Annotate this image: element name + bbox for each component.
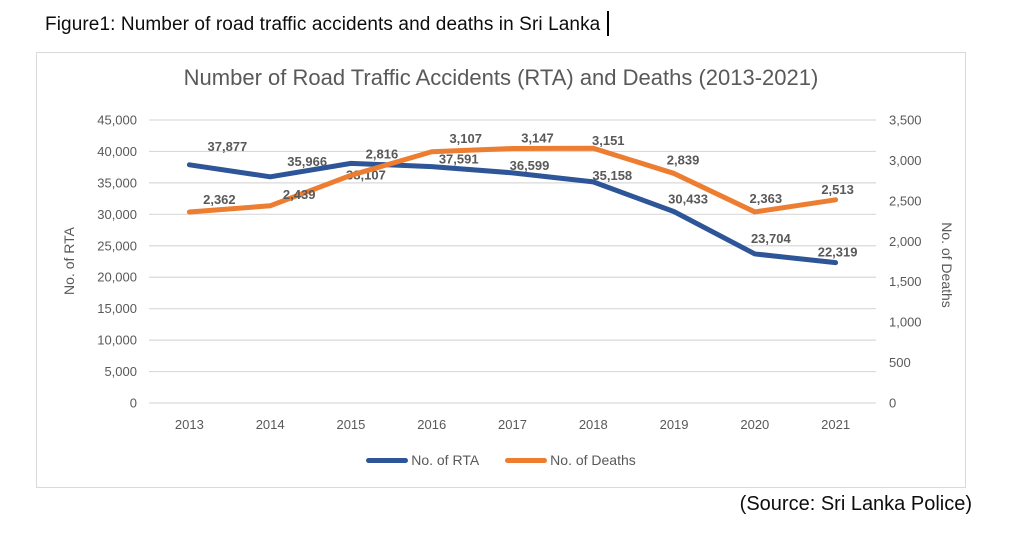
right-axis-tick-label: 500 bbox=[889, 355, 911, 370]
data-label: 35,158 bbox=[592, 168, 632, 183]
left-axis-tick-label: 25,000 bbox=[97, 238, 137, 253]
rta-legend-label: No. of RTA bbox=[411, 452, 480, 468]
legend-item-rta: No. of RTA bbox=[366, 452, 479, 468]
data-label: 22,319 bbox=[818, 245, 858, 260]
data-label: 38,107 bbox=[346, 167, 386, 182]
right-axis-tick-label: 3,000 bbox=[889, 153, 922, 168]
data-label: 2,839 bbox=[667, 152, 700, 167]
left-axis-title: No. of RTA bbox=[61, 227, 77, 295]
left-axis-tick-label: 40,000 bbox=[97, 144, 137, 159]
data-label: 3,151 bbox=[592, 133, 625, 148]
source-note: (Source: Sri Lanka Police) bbox=[739, 493, 972, 515]
x-axis-tick-label: 2020 bbox=[740, 417, 769, 432]
right-axis-title: No. of Deaths bbox=[939, 222, 955, 308]
x-axis-tick-label: 2021 bbox=[821, 417, 850, 432]
chart-legend: No. of RTA No. of Deaths bbox=[37, 452, 965, 468]
right-axis-tick-label: 0 bbox=[889, 396, 896, 411]
left-axis-tick-label: 10,000 bbox=[97, 333, 137, 348]
series-line-right bbox=[186, 145, 839, 215]
data-label: 35,966 bbox=[287, 154, 327, 169]
left-axis-tick-label: 5,000 bbox=[104, 364, 137, 379]
data-label: 3,147 bbox=[521, 131, 554, 146]
x-axis-tick-label: 2013 bbox=[175, 417, 204, 432]
right-axis-tick-label: 2,500 bbox=[889, 193, 922, 208]
chart-container: Number of Road Traffic Accidents (RTA) a… bbox=[36, 52, 966, 488]
x-axis-tick-label: 2017 bbox=[498, 417, 527, 432]
text-cursor bbox=[607, 11, 610, 36]
x-axis-tick-label: 2014 bbox=[256, 417, 285, 432]
right-axis-tick-label: 1,500 bbox=[889, 274, 922, 289]
chart-plot: 0 5,000 10,000 15,000 20,000 25,000 30,000 35,0… bbox=[97, 113, 922, 433]
left-axis-tick-label: 20,000 bbox=[97, 270, 137, 285]
data-label: 3,107 bbox=[449, 131, 482, 146]
x-axis-tick-label: 2018 bbox=[579, 417, 608, 432]
data-label: 2,513 bbox=[821, 182, 854, 197]
data-label: 2,362 bbox=[203, 192, 236, 207]
rta-legend-swatch bbox=[366, 457, 409, 463]
data-label: 36,599 bbox=[510, 158, 550, 173]
right-axis-tick-label: 1,000 bbox=[889, 315, 922, 330]
deaths-legend-label: No. of Deaths bbox=[550, 452, 636, 468]
data-label: 2,439 bbox=[283, 187, 316, 202]
left-axis-tick-label: 45,000 bbox=[97, 113, 137, 128]
legend-item-deaths: No. of Deaths bbox=[505, 452, 636, 468]
series-line-left bbox=[186, 160, 839, 266]
data-label: 30,433 bbox=[668, 192, 708, 207]
data-label: 2,363 bbox=[750, 191, 783, 206]
x-axis-tick-label: 2016 bbox=[417, 417, 446, 432]
x-axis-tick-label: 2019 bbox=[660, 417, 689, 432]
left-axis-tick-label: 15,000 bbox=[97, 301, 137, 316]
right-axis-tick-label: 2,000 bbox=[889, 234, 922, 249]
data-label: 37,877 bbox=[208, 139, 248, 154]
deaths-legend-swatch bbox=[505, 457, 548, 463]
data-label: 2,816 bbox=[366, 146, 399, 161]
figure-caption-text: Figure1: Number of road traffic accident… bbox=[45, 14, 601, 35]
left-axis-tick-label: 0 bbox=[130, 396, 137, 411]
data-label: 37,591 bbox=[439, 152, 479, 167]
left-axis-tick-label: 35,000 bbox=[97, 175, 137, 190]
left-axis-tick-label: 30,000 bbox=[97, 207, 137, 222]
x-axis-tick-label: 2015 bbox=[336, 417, 365, 432]
data-label: 23,704 bbox=[751, 231, 792, 246]
right-axis-tick-label: 3,500 bbox=[889, 113, 922, 128]
figure-caption: Figure1: Number of road traffic accident… bbox=[45, 11, 610, 36]
chart-title: Number of Road Traffic Accidents (RTA) a… bbox=[183, 65, 819, 90]
